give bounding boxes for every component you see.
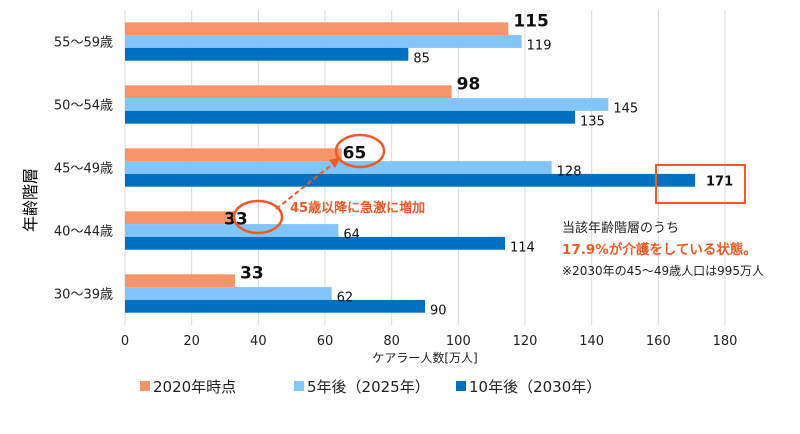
- bar: [125, 287, 332, 300]
- data-label: 135: [580, 114, 605, 129]
- bar: [125, 224, 339, 237]
- y-tick-label: 40～44歳: [54, 225, 113, 240]
- note-line-2: 17.9%が介護をしている状態。: [562, 241, 757, 258]
- arrow-annotation: 45歳以降に急激に増加: [290, 200, 425, 216]
- legend-swatch: [140, 381, 150, 391]
- data-label: 64: [343, 228, 360, 243]
- legend-label: 5年後（2025年）: [307, 378, 430, 396]
- bar: [125, 22, 509, 36]
- data-label: 115: [513, 11, 549, 31]
- x-axis-title: ケアラー人数[万人]: [372, 350, 477, 365]
- bar: [125, 211, 235, 225]
- growth-arrow: [275, 162, 335, 210]
- note-line-3: ※2030年の45～49歳人口は995万人: [562, 264, 764, 278]
- bar: [125, 85, 452, 99]
- legend-label: 10年後（2030年）: [469, 378, 601, 396]
- highlight-box-171: [655, 164, 746, 204]
- y-tick-label: 30～39歳: [54, 288, 113, 303]
- data-label: 171: [706, 174, 733, 189]
- y-tick-label: 45～49歳: [54, 162, 113, 177]
- bar: [125, 47, 409, 61]
- bar: [125, 148, 342, 162]
- data-label: 128: [557, 165, 582, 180]
- arrowhead-icon: [329, 157, 341, 168]
- bar: [125, 110, 575, 124]
- highlight-ellipse-65: [334, 133, 386, 169]
- data-label: 119: [527, 39, 552, 54]
- legend-label: 2020年時点: [153, 378, 236, 396]
- bar: [125, 173, 695, 187]
- data-label: 62: [337, 291, 354, 306]
- x-tick-label: 140: [579, 334, 604, 349]
- legend-swatch: [294, 381, 304, 391]
- legend-swatch: [456, 381, 466, 391]
- y-axis-title: 年齢階層: [21, 168, 40, 232]
- data-label: 33: [224, 209, 248, 229]
- highlight-ellipse-33: [232, 199, 284, 235]
- x-tick-label: 0: [121, 334, 129, 349]
- data-label: 114: [510, 240, 535, 255]
- data-label: 33: [240, 263, 264, 283]
- x-tick-label: 40: [250, 334, 267, 349]
- x-tick-label: 160: [646, 334, 671, 349]
- x-tick-label: 60: [317, 334, 334, 349]
- bar: [125, 35, 522, 48]
- bar: [125, 299, 425, 313]
- data-label: 65: [343, 143, 367, 163]
- bar: [125, 274, 235, 288]
- note-line-1: 当該年齢階層のうち: [562, 220, 679, 236]
- data-label: 98: [457, 74, 481, 94]
- x-tick-label: 20: [183, 334, 200, 349]
- y-tick-label: 50～54歳: [54, 99, 113, 114]
- x-tick-label: 80: [383, 334, 400, 349]
- bar: [125, 236, 505, 250]
- bar: [125, 161, 552, 174]
- data-label: 90: [430, 303, 447, 318]
- x-tick-label: 100: [446, 334, 471, 349]
- y-tick-label: 55～59歳: [54, 36, 113, 51]
- x-tick-label: 120: [513, 334, 538, 349]
- data-label: 85: [413, 51, 430, 66]
- x-tick-label: 180: [713, 334, 738, 349]
- data-label: 145: [613, 102, 638, 117]
- bar: [125, 98, 609, 111]
